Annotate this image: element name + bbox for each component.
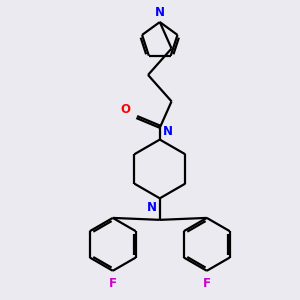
Text: F: F (203, 277, 211, 290)
Text: O: O (120, 103, 130, 116)
Text: N: N (155, 6, 165, 19)
Text: N: N (163, 124, 173, 138)
Text: F: F (109, 277, 117, 290)
Text: N: N (147, 201, 157, 214)
